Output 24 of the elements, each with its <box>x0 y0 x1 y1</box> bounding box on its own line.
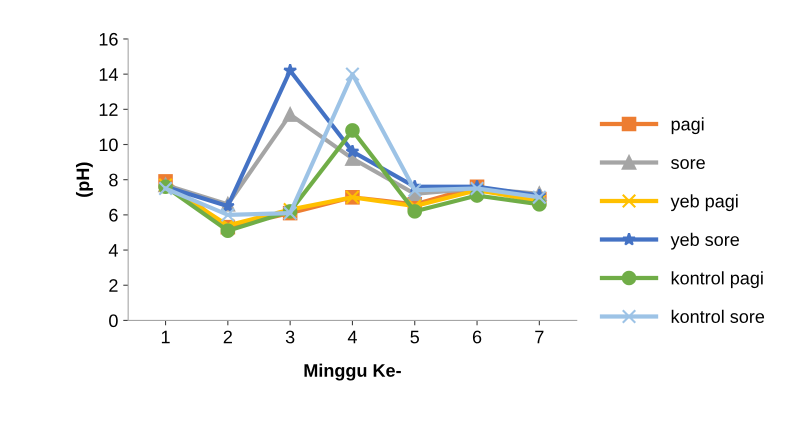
x-axis-title: Minggu Ke- <box>304 364 401 381</box>
legend-label: pagi <box>672 117 704 134</box>
legend-label: kontrol sore <box>672 310 764 324</box>
legend-label: kontrol pagi <box>672 271 763 288</box>
x-tick-label: 1 <box>162 330 170 344</box>
x-tick-label: 5 <box>410 330 420 344</box>
y-tick-label: 12 <box>100 103 118 116</box>
legend-label: yeb sore <box>670 232 739 250</box>
y-tick-label: 14 <box>100 68 118 81</box>
legend-label: yeb pagi <box>670 194 738 212</box>
y-axis-title: (pH) <box>76 162 93 197</box>
y-tick-label: 8 <box>109 174 118 186</box>
x-tick-label: 4 <box>348 330 357 344</box>
y-tick-label: 4 <box>108 244 118 257</box>
y-tick-label: 0 <box>109 314 118 328</box>
y-tick-label: 16 <box>100 32 118 46</box>
y-tick-label: 6 <box>109 208 118 222</box>
x-tick-label: 2 <box>224 330 232 344</box>
x-tick-label: 7 <box>535 330 544 344</box>
y-tick-label: 10 <box>100 138 118 152</box>
x-tick-label: 6 <box>472 330 482 344</box>
x-tick-label: 3 <box>286 330 294 344</box>
y-tick-label: 2 <box>109 279 118 292</box>
legend-label: sore <box>671 159 705 170</box>
